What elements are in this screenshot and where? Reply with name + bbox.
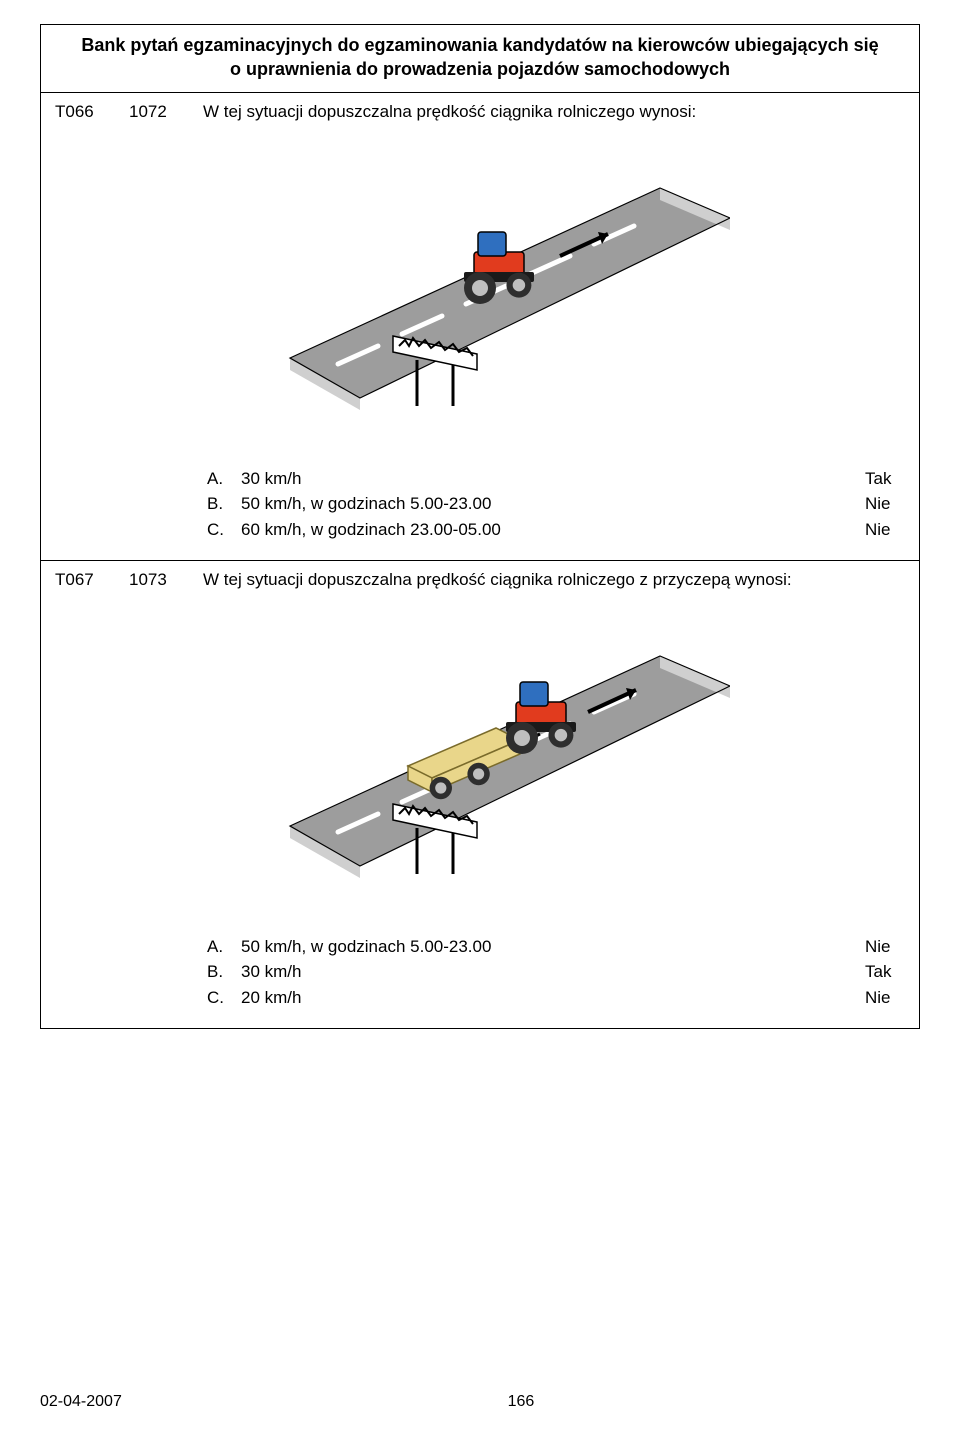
question-header: T067 1073 W tej sytuacji dopuszczalna pr… [55, 569, 905, 592]
road-tractor-illustration [230, 148, 730, 438]
answer-label: A. [207, 934, 231, 960]
answer-result: Tak [865, 466, 905, 492]
answer-text: 30 km/h [241, 466, 855, 492]
header-line-1: Bank pytań egzaminacyjnych do egzaminowa… [53, 33, 907, 57]
answer-result: Tak [865, 959, 905, 985]
answer-row: B. 30 km/h Tak [207, 959, 905, 985]
answer-result: Nie [865, 517, 905, 543]
answer-result: Nie [865, 985, 905, 1011]
answer-text: 60 km/h, w godzinach 23.00-05.00 [241, 517, 855, 543]
answer-result: Nie [865, 491, 905, 517]
question-number: 1072 [129, 101, 185, 124]
footer-date: 02-04-2007 [40, 1393, 122, 1411]
answer-text: 50 km/h, w godzinach 5.00-23.00 [241, 934, 855, 960]
question-number: 1073 [129, 569, 185, 592]
answer-row: A. 50 km/h, w godzinach 5.00-23.00 Nie [207, 934, 905, 960]
question-text: W tej sytuacji dopuszczalna prędkość cią… [203, 101, 905, 124]
answer-row: B. 50 km/h, w godzinach 5.00-23.00 Nie [207, 491, 905, 517]
page-footer: 02-04-2007 166 [40, 1393, 920, 1411]
page: Bank pytań egzaminacyjnych do egzaminowa… [0, 0, 960, 1437]
answer-text: 30 km/h [241, 959, 855, 985]
header-line-2: o uprawnienia do prowadzenia pojazdów sa… [53, 57, 907, 81]
question-code: T067 [55, 569, 111, 592]
answer-list: A. 50 km/h, w godzinach 5.00-23.00 Nie B… [207, 934, 905, 1011]
answer-result: Nie [865, 934, 905, 960]
answer-label: B. [207, 491, 231, 517]
content-box: Bank pytań egzaminacyjnych do egzaminowa… [40, 24, 920, 1029]
question-header: T066 1072 W tej sytuacji dopuszczalna pr… [55, 101, 905, 124]
question-block: T066 1072 W tej sytuacji dopuszczalna pr… [41, 93, 919, 560]
answer-label: B. [207, 959, 231, 985]
answer-label: C. [207, 985, 231, 1011]
answer-row: C. 20 km/h Nie [207, 985, 905, 1011]
question-block: T067 1073 W tej sytuacji dopuszczalna pr… [41, 560, 919, 1028]
question-text: W tej sytuacji dopuszczalna prędkość cią… [203, 569, 905, 592]
answer-row: A. 30 km/h Tak [207, 466, 905, 492]
figure [55, 616, 905, 906]
answer-row: C. 60 km/h, w godzinach 23.00-05.00 Nie [207, 517, 905, 543]
answer-list: A. 30 km/h Tak B. 50 km/h, w godzinach 5… [207, 466, 905, 543]
answer-label: C. [207, 517, 231, 543]
document-header: Bank pytań egzaminacyjnych do egzaminowa… [41, 25, 919, 93]
figure [55, 148, 905, 438]
question-code: T066 [55, 101, 111, 124]
answer-label: A. [207, 466, 231, 492]
answer-text: 20 km/h [241, 985, 855, 1011]
footer-page-number: 166 [40, 1393, 920, 1411]
answer-text: 50 km/h, w godzinach 5.00-23.00 [241, 491, 855, 517]
road-tractor-trailer-illustration [230, 616, 730, 906]
